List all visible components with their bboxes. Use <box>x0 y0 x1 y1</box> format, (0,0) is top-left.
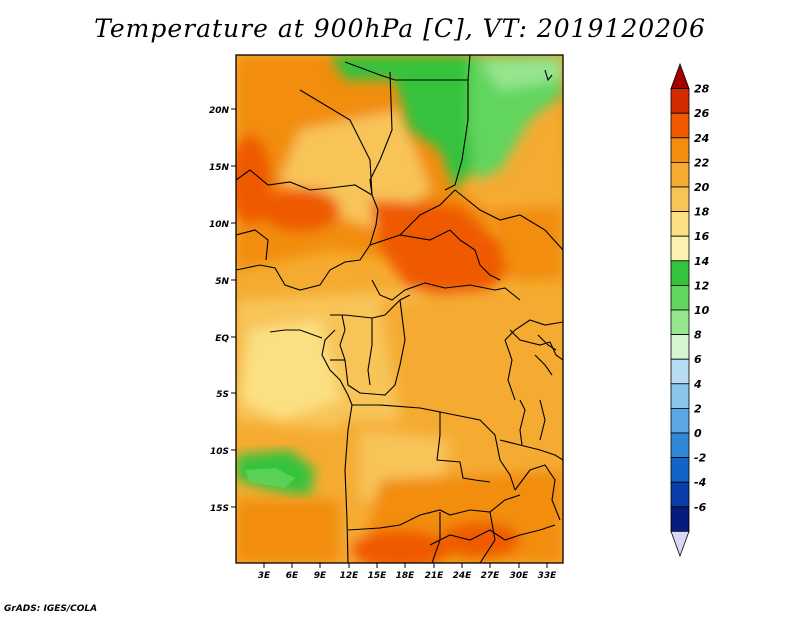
colorbar-label: 26 <box>694 107 710 120</box>
lat-label: 5N <box>215 277 229 287</box>
lon-label: 30E <box>510 571 530 581</box>
colorbar-bottom-arrow <box>670 531 690 558</box>
colorbar-label: 20 <box>694 181 710 194</box>
credit-label: GrADS: IGES/COLA <box>4 604 98 614</box>
colorbar-segment <box>670 309 690 336</box>
longitude-axis: 3E 6E 9E 12E 15E 18E 21E 24E 27E 30E 33E <box>258 563 557 581</box>
colorbar-label: -4 <box>694 476 706 489</box>
colorbar-label: -2 <box>694 452 707 465</box>
colorbar-top-arrow <box>670 62 690 89</box>
colorbar-segment <box>670 284 690 311</box>
colorbar-segment <box>670 383 690 409</box>
colorbar-label: 10 <box>694 304 710 317</box>
country-borders <box>236 55 563 563</box>
colorbar-label: -6 <box>694 501 707 514</box>
lat-label: EQ <box>215 334 229 344</box>
lon-label: 21E <box>425 571 445 581</box>
lon-label: 9E <box>314 571 327 581</box>
colorbar-label: 28 <box>694 83 710 96</box>
map-frame <box>235 54 564 564</box>
colorbar-label: 18 <box>694 206 710 219</box>
lon-label: 33E <box>538 571 558 581</box>
colorbar-segment <box>670 506 690 532</box>
colorbar-label: 22 <box>694 156 710 169</box>
lon-label: 12E <box>340 571 360 581</box>
colorbar-segment <box>670 211 690 237</box>
lon-label: 3E <box>258 571 271 581</box>
colorbar-segment <box>670 457 690 483</box>
map-title: Temperature at 900hPa [C], VT: 201912020… <box>94 14 706 43</box>
lon-label: 18E <box>396 571 416 581</box>
colorbar-label: 14 <box>694 255 709 268</box>
colorbar-segment <box>670 407 690 434</box>
lon-label: 6E <box>286 571 299 581</box>
latitude-axis: 20N 15N 10N 5N EQ 5S 10S 15S <box>209 106 236 514</box>
colorbar-label: 6 <box>694 353 702 366</box>
colorbar-segment <box>670 161 690 188</box>
colorbar-label: 4 <box>693 378 702 391</box>
colorbar-segment <box>670 358 690 385</box>
colorbar-segment <box>670 186 690 213</box>
colorbar-segment <box>670 432 690 459</box>
colorbar-label: 12 <box>694 279 710 292</box>
colorbar <box>670 62 690 558</box>
colorbar-segment <box>670 112 690 139</box>
colorbar-label: 16 <box>694 230 710 243</box>
colorbar-segment <box>670 481 690 508</box>
lon-label: 15E <box>368 571 388 581</box>
colorbar-segment <box>670 334 690 360</box>
colorbar-segment <box>670 235 690 262</box>
colorbar-label: 24 <box>694 132 709 145</box>
temperature-field <box>236 55 563 563</box>
colorbar-segment <box>670 137 690 163</box>
lat-label: 20N <box>209 106 230 116</box>
lon-label: 27E <box>481 571 501 581</box>
colorbar-label: 0 <box>694 427 702 440</box>
lat-label: 5S <box>216 390 229 400</box>
lat-label: 15S <box>210 504 229 514</box>
lat-label: 15N <box>209 163 230 173</box>
lat-label: 10S <box>210 447 229 457</box>
colorbar-segment <box>670 260 690 286</box>
lon-label: 24E <box>453 571 473 581</box>
lat-label: 10N <box>209 220 230 230</box>
colorbar-segment <box>670 88 690 114</box>
colorbar-label: 2 <box>694 402 702 415</box>
colorbar-label: 8 <box>694 329 702 342</box>
